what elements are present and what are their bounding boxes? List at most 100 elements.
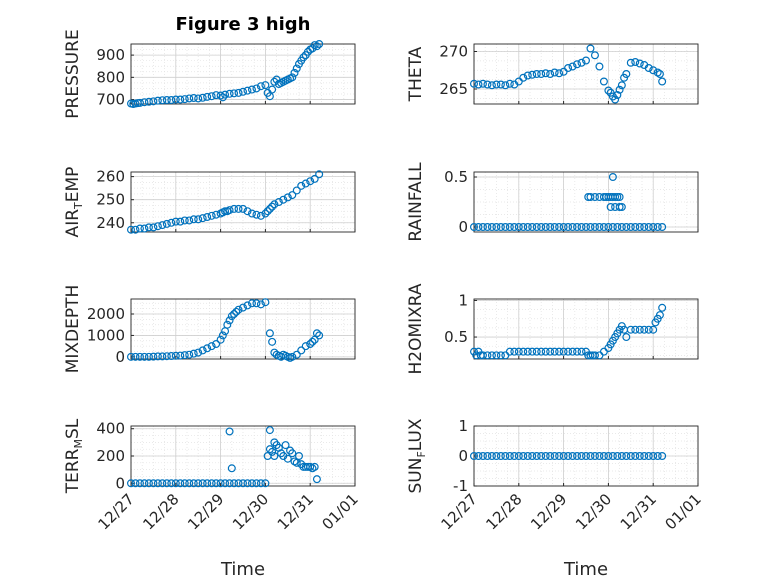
y-tick-label: -1 [453,477,468,495]
data-point [573,223,582,232]
data-point [505,452,514,461]
data-point [622,223,631,232]
subplot-rainfall: 0 0.5 RAINFALL [406,162,699,242]
x-tick-label: 12/28 [482,490,525,533]
data-point [171,217,180,226]
data-point [144,223,153,232]
data-point [546,69,555,78]
x-tick-label: 01/01 [319,490,362,533]
data-point [194,94,203,103]
data-point [635,452,644,461]
data-point [256,300,265,309]
data-point [153,96,162,105]
data-point [306,340,315,349]
data-point [501,81,510,90]
data-point [615,203,624,212]
data-point [297,346,306,355]
data-point [243,86,252,95]
data-point [599,223,608,232]
subplot-air: 240 250 260 AIRTEMP [63,167,356,237]
data-point [268,447,277,456]
x-tick-label: 12/29 [527,490,570,533]
data-point [135,352,144,361]
data-point [617,203,626,212]
data-point [270,452,279,461]
data-point [658,452,667,461]
data-point [604,223,613,232]
y-tick-label: 0 [115,348,125,366]
data-point [274,198,283,207]
data-point [265,426,274,435]
data-point [283,454,292,463]
data-point [212,479,221,488]
data-point [622,69,631,78]
data-point [194,479,203,488]
xlabel-left: Time [220,559,265,580]
data-point [180,351,189,360]
y-tick-label: 0.5 [444,168,468,186]
data-point [230,89,239,98]
data-point [483,452,492,461]
data-point [265,204,274,213]
data-point [613,90,622,99]
y-tick-label: 2000 [87,305,125,323]
y-tick-label: 1000 [87,326,125,344]
data-point [608,223,617,232]
data-point [312,475,321,484]
data-point [265,329,274,338]
data-point [528,452,537,461]
axes-box [473,171,699,233]
data-point [496,351,505,360]
data-point [167,479,176,488]
subplot-pressure: 700 800 900 PRESSURE [63,29,356,119]
data-point [301,342,310,351]
data-point [234,88,243,97]
data-point [223,320,232,329]
data-point [631,57,640,66]
data-point [234,204,243,213]
y-tick-label: 800 [96,68,125,86]
data-point [550,347,559,356]
data-point [658,223,667,232]
data-point [243,301,252,310]
y-tick-label: 0 [458,447,468,465]
data-point [268,202,277,211]
data-point [541,69,550,78]
data-point [230,204,239,213]
data-point [599,77,608,86]
data-point [586,351,595,360]
data-point [203,344,212,353]
y-tick-label: 270 [439,43,468,61]
data-point [586,223,595,232]
data-point [185,350,194,359]
x-tick-label: 12/31 [274,490,317,533]
data-point [225,206,234,215]
data-point [212,210,221,219]
data-point [523,223,532,232]
y-axis-label: PRESSURE [63,29,83,118]
data-point [315,331,324,340]
data-point [140,98,149,107]
data-point [649,223,658,232]
data-point [590,351,599,360]
data-point [306,177,315,186]
data-point [227,464,236,473]
data-point [523,452,532,461]
data-point [185,479,194,488]
data-point [626,325,635,334]
data-point [564,223,573,232]
data-point [158,221,167,230]
y-tick-label: 1 [458,291,468,309]
data-point [577,452,586,461]
data-point [176,95,185,104]
data-point [555,452,564,461]
data-point [626,58,635,67]
data-point [644,63,653,72]
data-point [568,223,577,232]
data-point [581,56,590,65]
data-point [301,179,310,188]
data-point [487,223,496,232]
data-point [514,223,523,232]
x-tick-label: 12/31 [617,490,660,533]
data-point [216,335,225,344]
